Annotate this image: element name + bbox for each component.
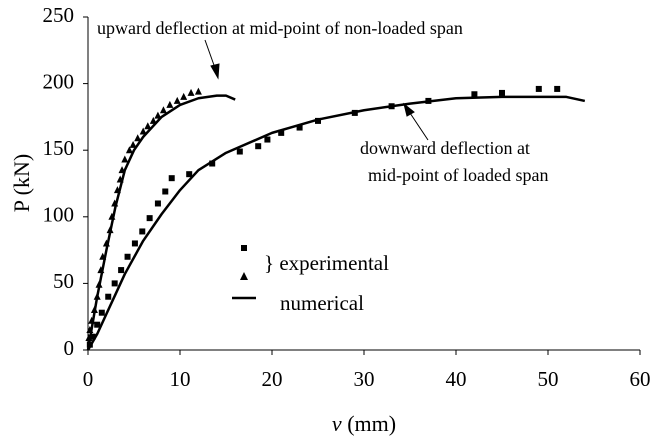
data-point bbox=[125, 146, 133, 154]
data-point bbox=[98, 309, 105, 316]
legend-marker bbox=[241, 245, 247, 251]
y-tick-label: 150 bbox=[43, 136, 75, 160]
data-point bbox=[499, 89, 505, 96]
x-tick-label: 0 bbox=[83, 367, 94, 391]
data-point bbox=[187, 88, 195, 96]
annotation: downward deflection at bbox=[360, 138, 530, 158]
x-axis-symbol: v bbox=[332, 411, 342, 436]
data-point bbox=[236, 148, 243, 155]
x-tick-label: 30 bbox=[354, 367, 375, 391]
data-point bbox=[173, 96, 181, 104]
data-point bbox=[154, 111, 162, 119]
annotation: mid-point of loaded span bbox=[368, 165, 548, 185]
legend-label: numerical bbox=[280, 291, 364, 315]
data-point bbox=[139, 127, 147, 135]
data-line bbox=[86, 95, 586, 351]
x-axis-label: v (mm) bbox=[332, 411, 396, 436]
data-point bbox=[166, 100, 174, 108]
y-tick-label: 250 bbox=[43, 3, 75, 27]
data-point bbox=[315, 117, 321, 124]
data-point bbox=[111, 280, 118, 287]
data-point bbox=[180, 92, 188, 100]
data-point bbox=[118, 267, 125, 274]
y-tick-label: 50 bbox=[53, 269, 74, 293]
data-point bbox=[471, 91, 478, 98]
annotation: upward deflection at mid-point of non-lo… bbox=[97, 18, 463, 38]
x-tick-label: 60 bbox=[630, 367, 651, 391]
legend-marker bbox=[240, 272, 248, 280]
data-line bbox=[86, 94, 236, 351]
x-tick-label: 20 bbox=[262, 367, 283, 391]
y-tick-label: 100 bbox=[43, 203, 75, 227]
data-point bbox=[134, 134, 142, 142]
data-point bbox=[89, 333, 96, 340]
data-point bbox=[94, 321, 101, 328]
y-axis-label: P (kN) bbox=[9, 154, 34, 212]
data-point bbox=[154, 200, 161, 207]
data-point bbox=[105, 293, 112, 300]
x-axis-unit: (mm) bbox=[347, 411, 396, 436]
data-point bbox=[139, 228, 146, 235]
y-tick-label: 200 bbox=[43, 69, 75, 93]
legend-label: } experimental bbox=[264, 251, 389, 275]
data-point bbox=[146, 215, 153, 222]
arrow bbox=[204, 39, 429, 141]
data-point bbox=[131, 240, 138, 247]
data-point bbox=[159, 106, 167, 114]
data-point bbox=[162, 188, 169, 195]
x-tick-label: 50 bbox=[538, 367, 559, 391]
x-tick-label: 10 bbox=[170, 367, 191, 391]
data-point bbox=[535, 85, 542, 92]
data-point bbox=[296, 124, 303, 131]
data-point bbox=[129, 140, 137, 148]
data-point bbox=[554, 85, 561, 92]
data-point bbox=[144, 122, 152, 130]
data-point bbox=[209, 160, 216, 167]
data-point bbox=[121, 155, 129, 163]
data-point bbox=[186, 171, 193, 178]
data-point bbox=[124, 253, 131, 260]
data-point bbox=[278, 129, 285, 136]
data-point bbox=[168, 175, 175, 182]
y-tick-label: 0 bbox=[64, 336, 75, 360]
x-tick-label: 40 bbox=[446, 367, 467, 391]
data-point bbox=[255, 143, 262, 150]
data-point bbox=[264, 136, 271, 143]
data-point bbox=[194, 87, 202, 95]
